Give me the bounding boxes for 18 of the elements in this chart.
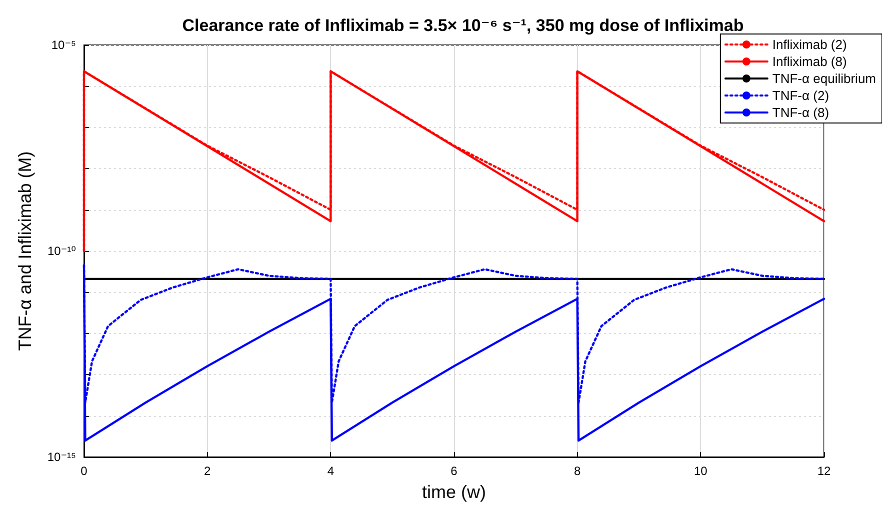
x-tick-label: 4 (327, 464, 334, 478)
legend-label: TNF-α (2) (772, 88, 830, 103)
x-tick-label: 10 (694, 464, 708, 478)
legend-label: TNF-α equilibrium (772, 71, 876, 86)
y-tick-label: 10⁻¹⁵ (47, 450, 76, 464)
legend-label: Infliximab (8) (772, 54, 847, 69)
legend-label: Infliximab (2) (772, 37, 847, 52)
x-axis-title: time (w) (422, 482, 486, 502)
x-tick-label: 8 (574, 464, 581, 478)
x-tick-label: 6 (450, 464, 458, 478)
legend-label: TNF-α (8) (772, 105, 830, 120)
y-tick-label: 10⁻¹⁰ (48, 244, 76, 258)
y-axis-title: TNF-α and Infliximab (M) (15, 151, 35, 351)
x-tick-label: 2 (204, 464, 211, 478)
y-tick-label: 10⁻⁵ (51, 38, 76, 52)
x-tick-label: 0 (80, 464, 88, 478)
chart-title: Clearance rate of Infliximab = 3.5× 10⁻⁶ s⁻¹, 350 mg dose of Infliximab (182, 16, 744, 35)
x-tick-label: 12 (817, 464, 831, 478)
